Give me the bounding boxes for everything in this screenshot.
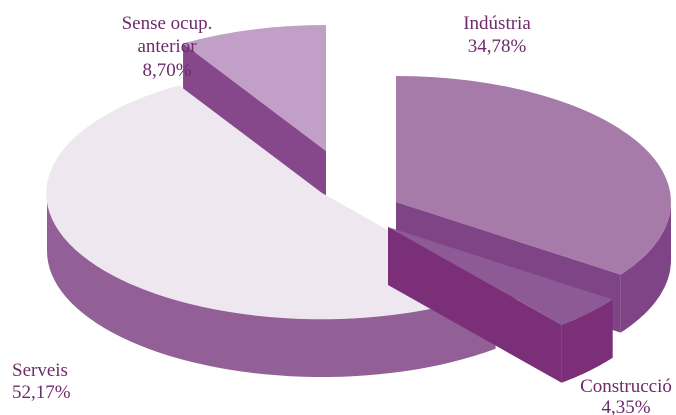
- slice-industria: [396, 76, 671, 275]
- label-serveis: Serveis: [12, 360, 68, 381]
- slice-sense-ocup-anterior: [183, 25, 326, 151]
- label-sense-ocup-line1: Sense ocup.: [122, 13, 213, 34]
- label-industria: Indústria: [463, 13, 531, 34]
- serveis-outer-wall-0: [47, 193, 496, 377]
- pie-slices: [46, 25, 671, 383]
- label-construccio: Construcció: [580, 376, 672, 397]
- slice-serveis: [46, 85, 496, 320]
- industria-outer-wall-0: [620, 202, 671, 333]
- value-sense-ocup: 8,70%: [142, 60, 191, 81]
- construccio-radial-side-end: [388, 227, 562, 383]
- construccio-outer-wall-0: [561, 299, 613, 383]
- slice-construccio: [388, 227, 613, 325]
- value-serveis: 52,17%: [12, 382, 71, 403]
- value-industria: 34,78%: [468, 36, 527, 57]
- label-sense-ocup-line2: anterior: [137, 36, 197, 57]
- value-construccio: 4,35%: [601, 397, 650, 415]
- sense-ocup-anterior-radial-side-start: [183, 43, 326, 210]
